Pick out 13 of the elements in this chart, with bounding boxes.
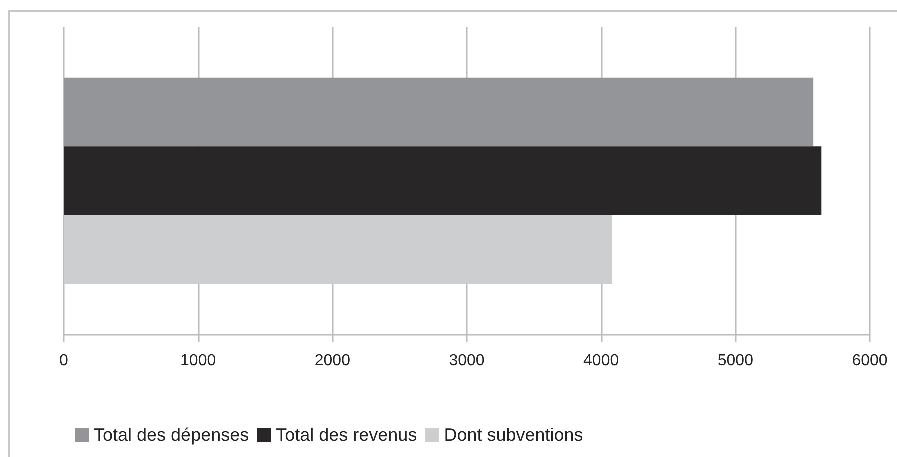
x-tick-label: 3000 <box>449 352 485 370</box>
legend-label: Dont subventions <box>444 425 584 445</box>
bar <box>64 78 814 147</box>
x-tick-label: 2000 <box>314 352 351 370</box>
x-tick-label: 6000 <box>852 352 888 370</box>
legend-label: Total des revenus <box>276 425 418 445</box>
x-tick-label: 0 <box>60 352 69 370</box>
legend-label: Total des dépenses <box>94 425 250 445</box>
x-tick-label: 1000 <box>180 352 216 370</box>
x-tick-label: 5000 <box>718 352 754 370</box>
bar <box>64 146 822 216</box>
bar <box>64 215 612 284</box>
x-tick-label: 4000 <box>584 352 620 370</box>
